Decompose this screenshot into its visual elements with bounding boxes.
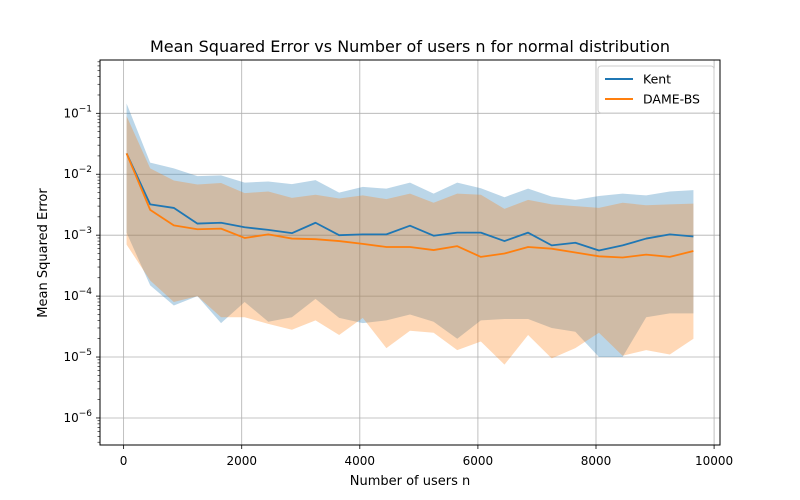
y-axis: 10−6 10−5 10−4 10−3 10−2 10−1 bbox=[63, 61, 100, 443]
x-tick-label: 0 bbox=[120, 454, 128, 468]
series-lines bbox=[125, 153, 694, 259]
line-kent bbox=[125, 153, 694, 252]
legend-label: DAME-BS bbox=[643, 92, 700, 107]
y-tick-label: 10−6 bbox=[63, 409, 92, 425]
y-axis-label: Mean Squared Error bbox=[36, 188, 51, 318]
y-tick-label: 10−1 bbox=[63, 104, 92, 120]
x-axis-label: Number of users n bbox=[350, 474, 471, 489]
x-tick-label: 10000 bbox=[695, 454, 733, 468]
y-tick-label: 10−5 bbox=[63, 348, 92, 364]
y-tick-label: 10−4 bbox=[63, 287, 92, 303]
band-dame-bs bbox=[126, 116, 694, 365]
line-dame-bs bbox=[125, 153, 694, 259]
plot-area bbox=[99, 59, 721, 446]
legend-box bbox=[597, 65, 715, 114]
y-tick-label: 10−2 bbox=[63, 165, 92, 181]
x-tick-label: 4000 bbox=[345, 454, 376, 468]
y-tick-label: 10−3 bbox=[63, 226, 92, 242]
grid bbox=[100, 60, 720, 445]
confidence-bands bbox=[126, 103, 694, 365]
legend-label: Kent bbox=[643, 72, 671, 87]
x-tick-label: 8000 bbox=[581, 454, 612, 468]
x-tick-label: 2000 bbox=[226, 454, 257, 468]
chart-title: Mean Squared Error vs Number of users n … bbox=[150, 37, 670, 56]
legend: Kent DAME-BS bbox=[597, 65, 715, 114]
x-tick-label: 6000 bbox=[463, 454, 494, 468]
x-axis: 0 2000 4000 6000 8000 10000 bbox=[120, 445, 733, 468]
band-kent bbox=[126, 103, 694, 358]
